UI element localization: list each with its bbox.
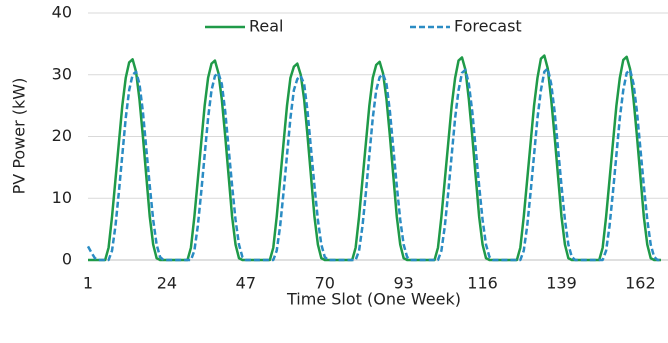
legend-label: Real: [249, 17, 284, 36]
x-tick-label: 162: [625, 274, 656, 293]
x-tick-label: 70: [315, 274, 335, 293]
series-line: [88, 54, 661, 262]
legend-label: Forecast: [454, 17, 522, 36]
x-tick-label: 47: [236, 274, 256, 293]
x-tick-label: 116: [467, 274, 498, 293]
y-tick-label: 40: [52, 3, 72, 22]
x-axis-label: Time Slot (One Week): [286, 290, 461, 309]
series-line: [86, 67, 661, 262]
y-axis-label: PV Power (kW): [10, 78, 29, 195]
x-tick-label: 139: [546, 274, 577, 293]
x-tick-label: 1: [83, 274, 93, 293]
y-tick-label: 10: [52, 188, 72, 207]
x-tick-label: 93: [393, 274, 413, 293]
y-tick-label: 0: [62, 250, 72, 269]
y-tick-label: 30: [52, 64, 72, 83]
y-tick-label: 20: [52, 126, 72, 145]
x-tick-label: 24: [157, 274, 177, 293]
